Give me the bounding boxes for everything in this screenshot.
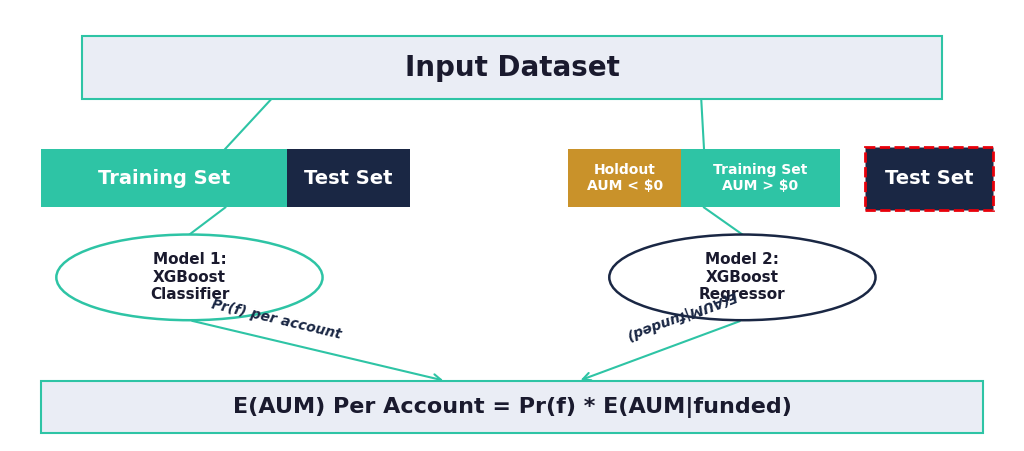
Ellipse shape: [609, 235, 876, 320]
FancyBboxPatch shape: [41, 149, 287, 207]
FancyBboxPatch shape: [568, 149, 681, 207]
Text: E(AUM|funded): E(AUM|funded): [624, 288, 738, 342]
Text: Test Set: Test Set: [304, 169, 392, 188]
FancyBboxPatch shape: [41, 381, 983, 433]
Text: Model 2:
XGBoost
Regressor: Model 2: XGBoost Regressor: [699, 253, 785, 302]
Text: Test Set: Test Set: [885, 169, 974, 188]
Text: Training Set
AUM > $0: Training Set AUM > $0: [713, 163, 808, 193]
Text: Training Set: Training Set: [97, 169, 230, 188]
FancyBboxPatch shape: [82, 36, 942, 99]
FancyBboxPatch shape: [681, 149, 840, 207]
Text: Model 1:
XGBoost
Classifier: Model 1: XGBoost Classifier: [150, 253, 229, 302]
Text: Pr(f) per account: Pr(f) per account: [211, 297, 343, 342]
Text: Holdout
AUM < $0: Holdout AUM < $0: [587, 163, 663, 193]
FancyBboxPatch shape: [865, 147, 993, 210]
Text: E(AUM) Per Account = Pr(f) * E(AUM|funded): E(AUM) Per Account = Pr(f) * E(AUM|funde…: [232, 396, 792, 418]
Text: Input Dataset: Input Dataset: [404, 54, 620, 82]
FancyBboxPatch shape: [287, 149, 410, 207]
Ellipse shape: [56, 235, 323, 320]
